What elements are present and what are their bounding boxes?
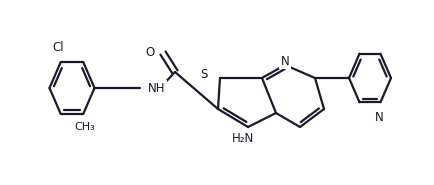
Text: N: N bbox=[374, 111, 383, 124]
Text: S: S bbox=[200, 68, 207, 80]
Text: CH₃: CH₃ bbox=[75, 122, 95, 132]
Text: O: O bbox=[145, 46, 155, 58]
Text: Cl: Cl bbox=[52, 41, 63, 54]
Text: H₂N: H₂N bbox=[231, 132, 253, 145]
Text: NH: NH bbox=[148, 82, 165, 95]
Text: N: N bbox=[280, 55, 289, 68]
